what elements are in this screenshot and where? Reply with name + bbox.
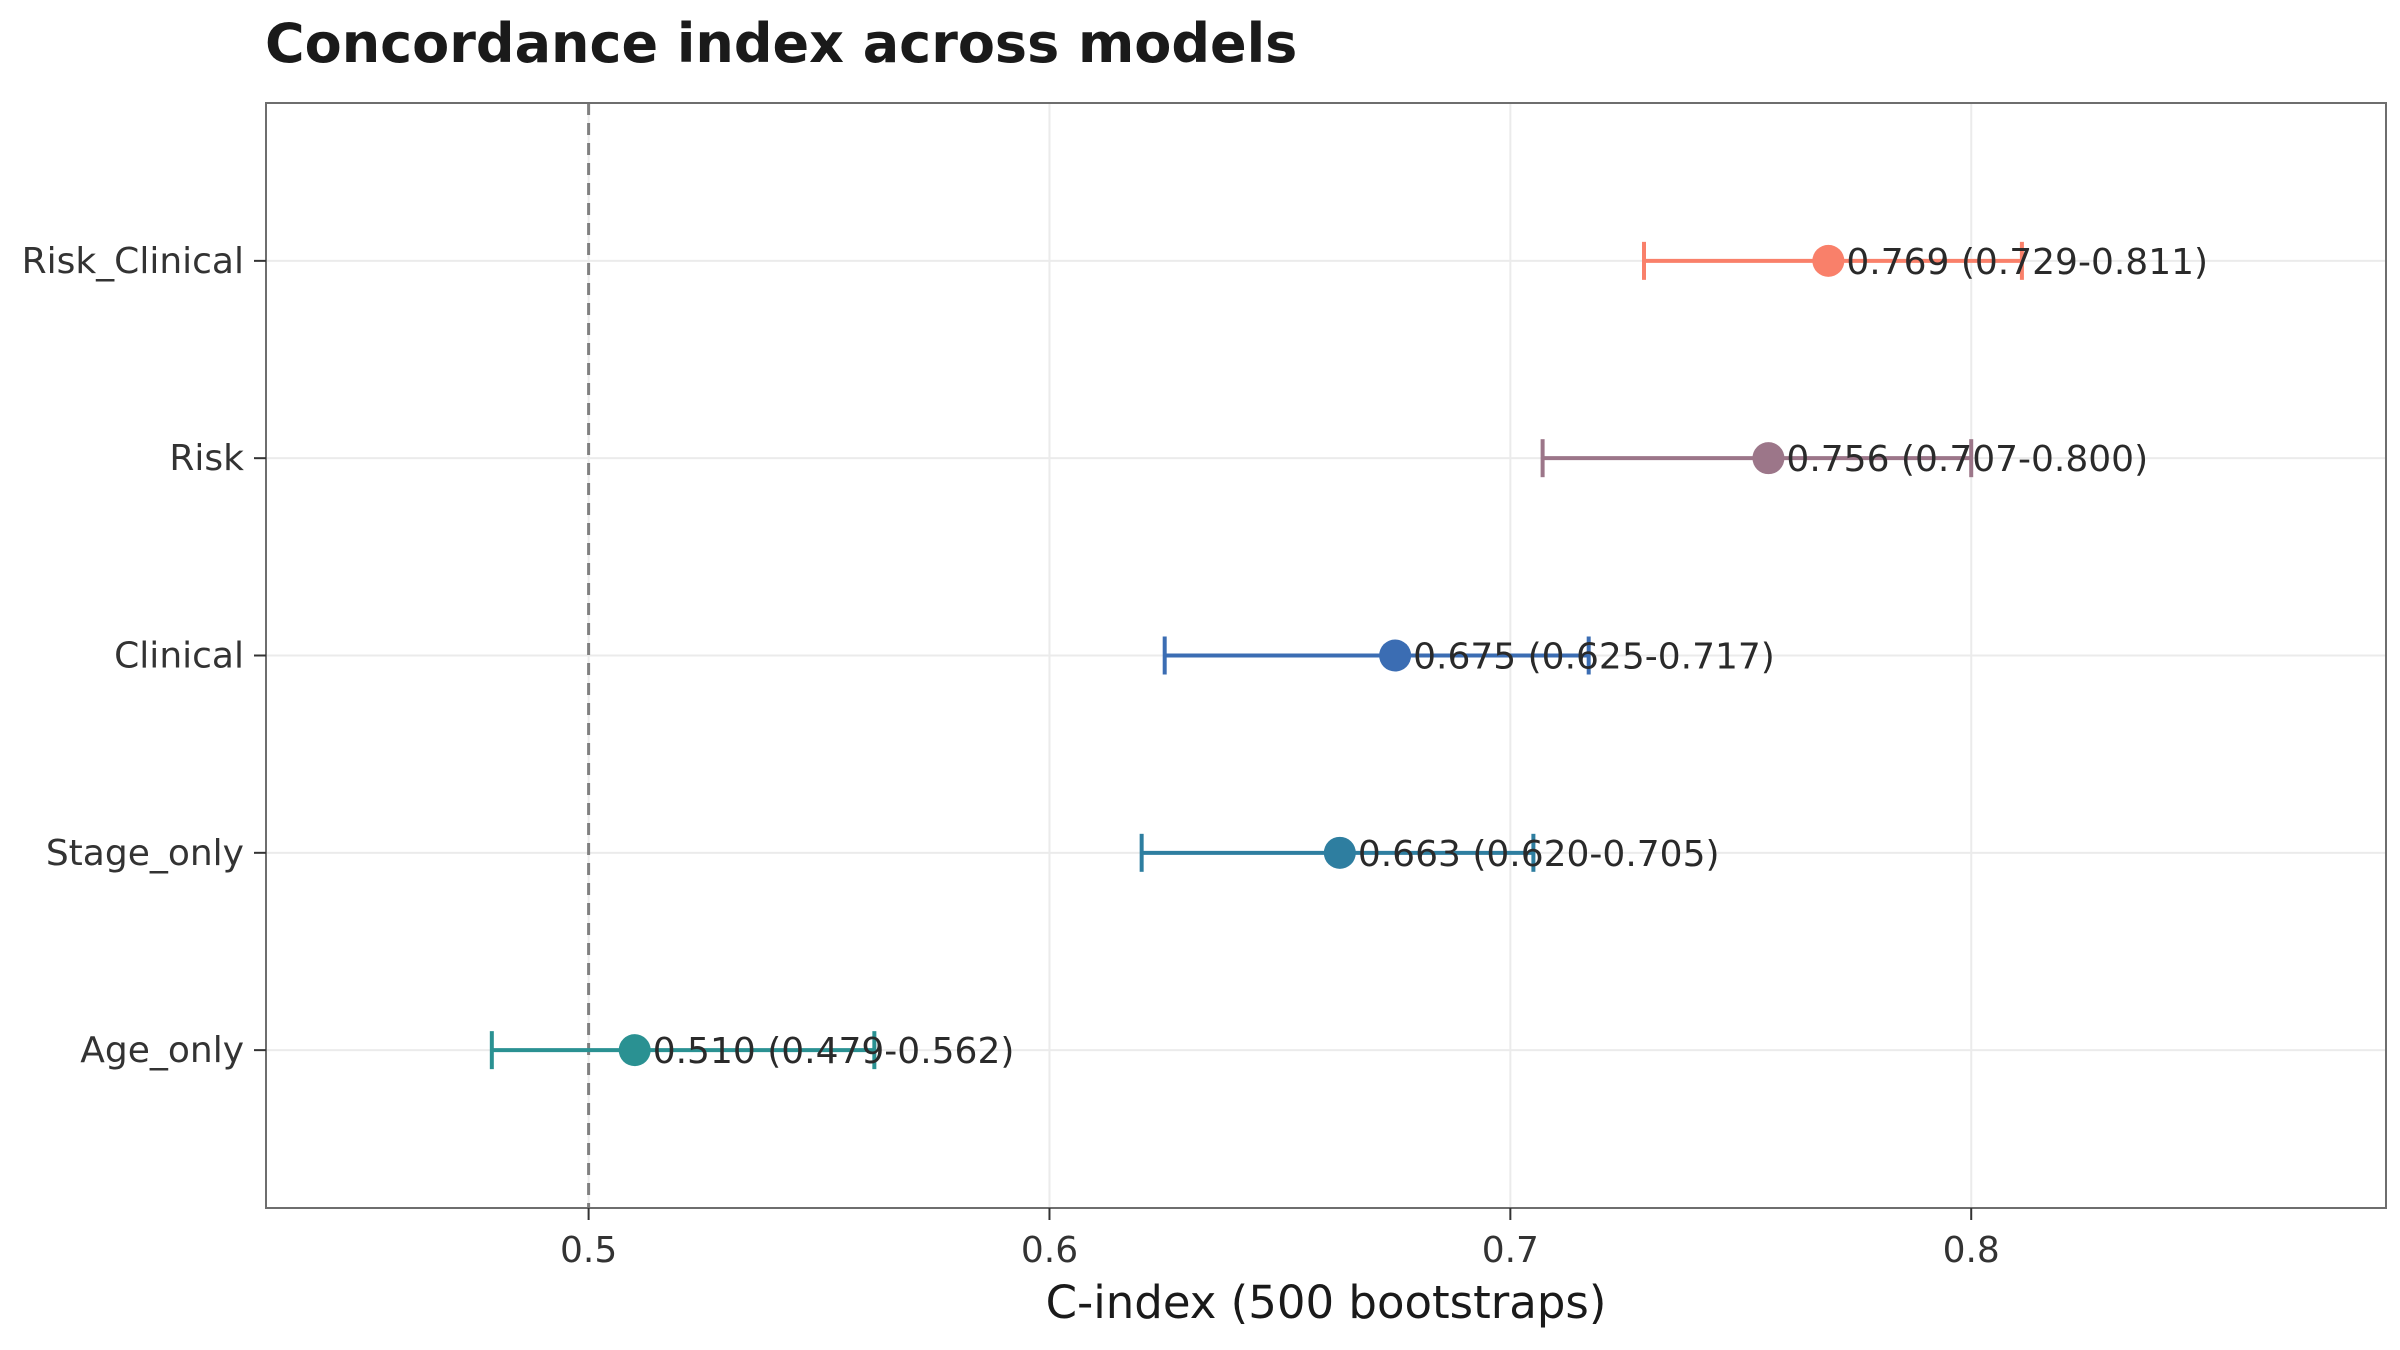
y-tick-label: Clinical (114, 636, 244, 677)
estimate-label: 0.675 (0.625-0.717) (1413, 637, 1775, 678)
y-tick-label: Risk (169, 438, 244, 479)
x-tick-label: 0.8 (1943, 1230, 2000, 1271)
model-row-stage-only: 0.663 (0.620-0.705) (1139, 833, 1720, 875)
model-row-risk-clinical: 0.769 (0.729-0.811) (1642, 241, 2208, 283)
estimate-point (618, 1034, 651, 1067)
estimate-label: 0.510 (0.479-0.562) (653, 1031, 1015, 1072)
x-axis: 0.5 0.6 0.7 0.8 (560, 1208, 2000, 1271)
estimate-label: 0.663 (0.620-0.705) (1358, 834, 1720, 875)
x-axis-label: C-index (500 bootstraps) (1046, 1276, 1607, 1329)
x-tick-label: 0.7 (1482, 1230, 1539, 1271)
x-tick-label: 0.5 (560, 1230, 617, 1271)
y-tick-label: Risk_Clinical (22, 241, 244, 282)
estimate-label: 0.756 (0.707-0.800) (1786, 439, 2148, 480)
model-row-risk: 0.756 (0.707-0.800) (1540, 439, 2148, 480)
estimate-point (1323, 836, 1356, 869)
estimate-point (1812, 244, 1845, 277)
x-tick-label: 0.6 (1021, 1230, 1078, 1271)
estimate-point (1752, 442, 1785, 475)
model-row-clinical: 0.675 (0.625-0.717) (1162, 636, 1775, 678)
chart-title: Concordance index across models (265, 12, 1297, 75)
model-row-age-only: 0.510 (0.479-0.562) (489, 1031, 1015, 1072)
y-tick-label: Age_only (80, 1030, 244, 1071)
y-axis: Age_only Stage_only Clinical Risk Risk_Clini… (22, 241, 266, 1071)
estimate-point (1379, 639, 1412, 672)
data-marks: 0.510 (0.479-0.562) 0.663 (0.620-0.705) 0.… (489, 241, 2208, 1072)
y-tick-label: Stage_only (46, 833, 244, 874)
estimate-label: 0.769 (0.729-0.811) (1846, 242, 2208, 283)
